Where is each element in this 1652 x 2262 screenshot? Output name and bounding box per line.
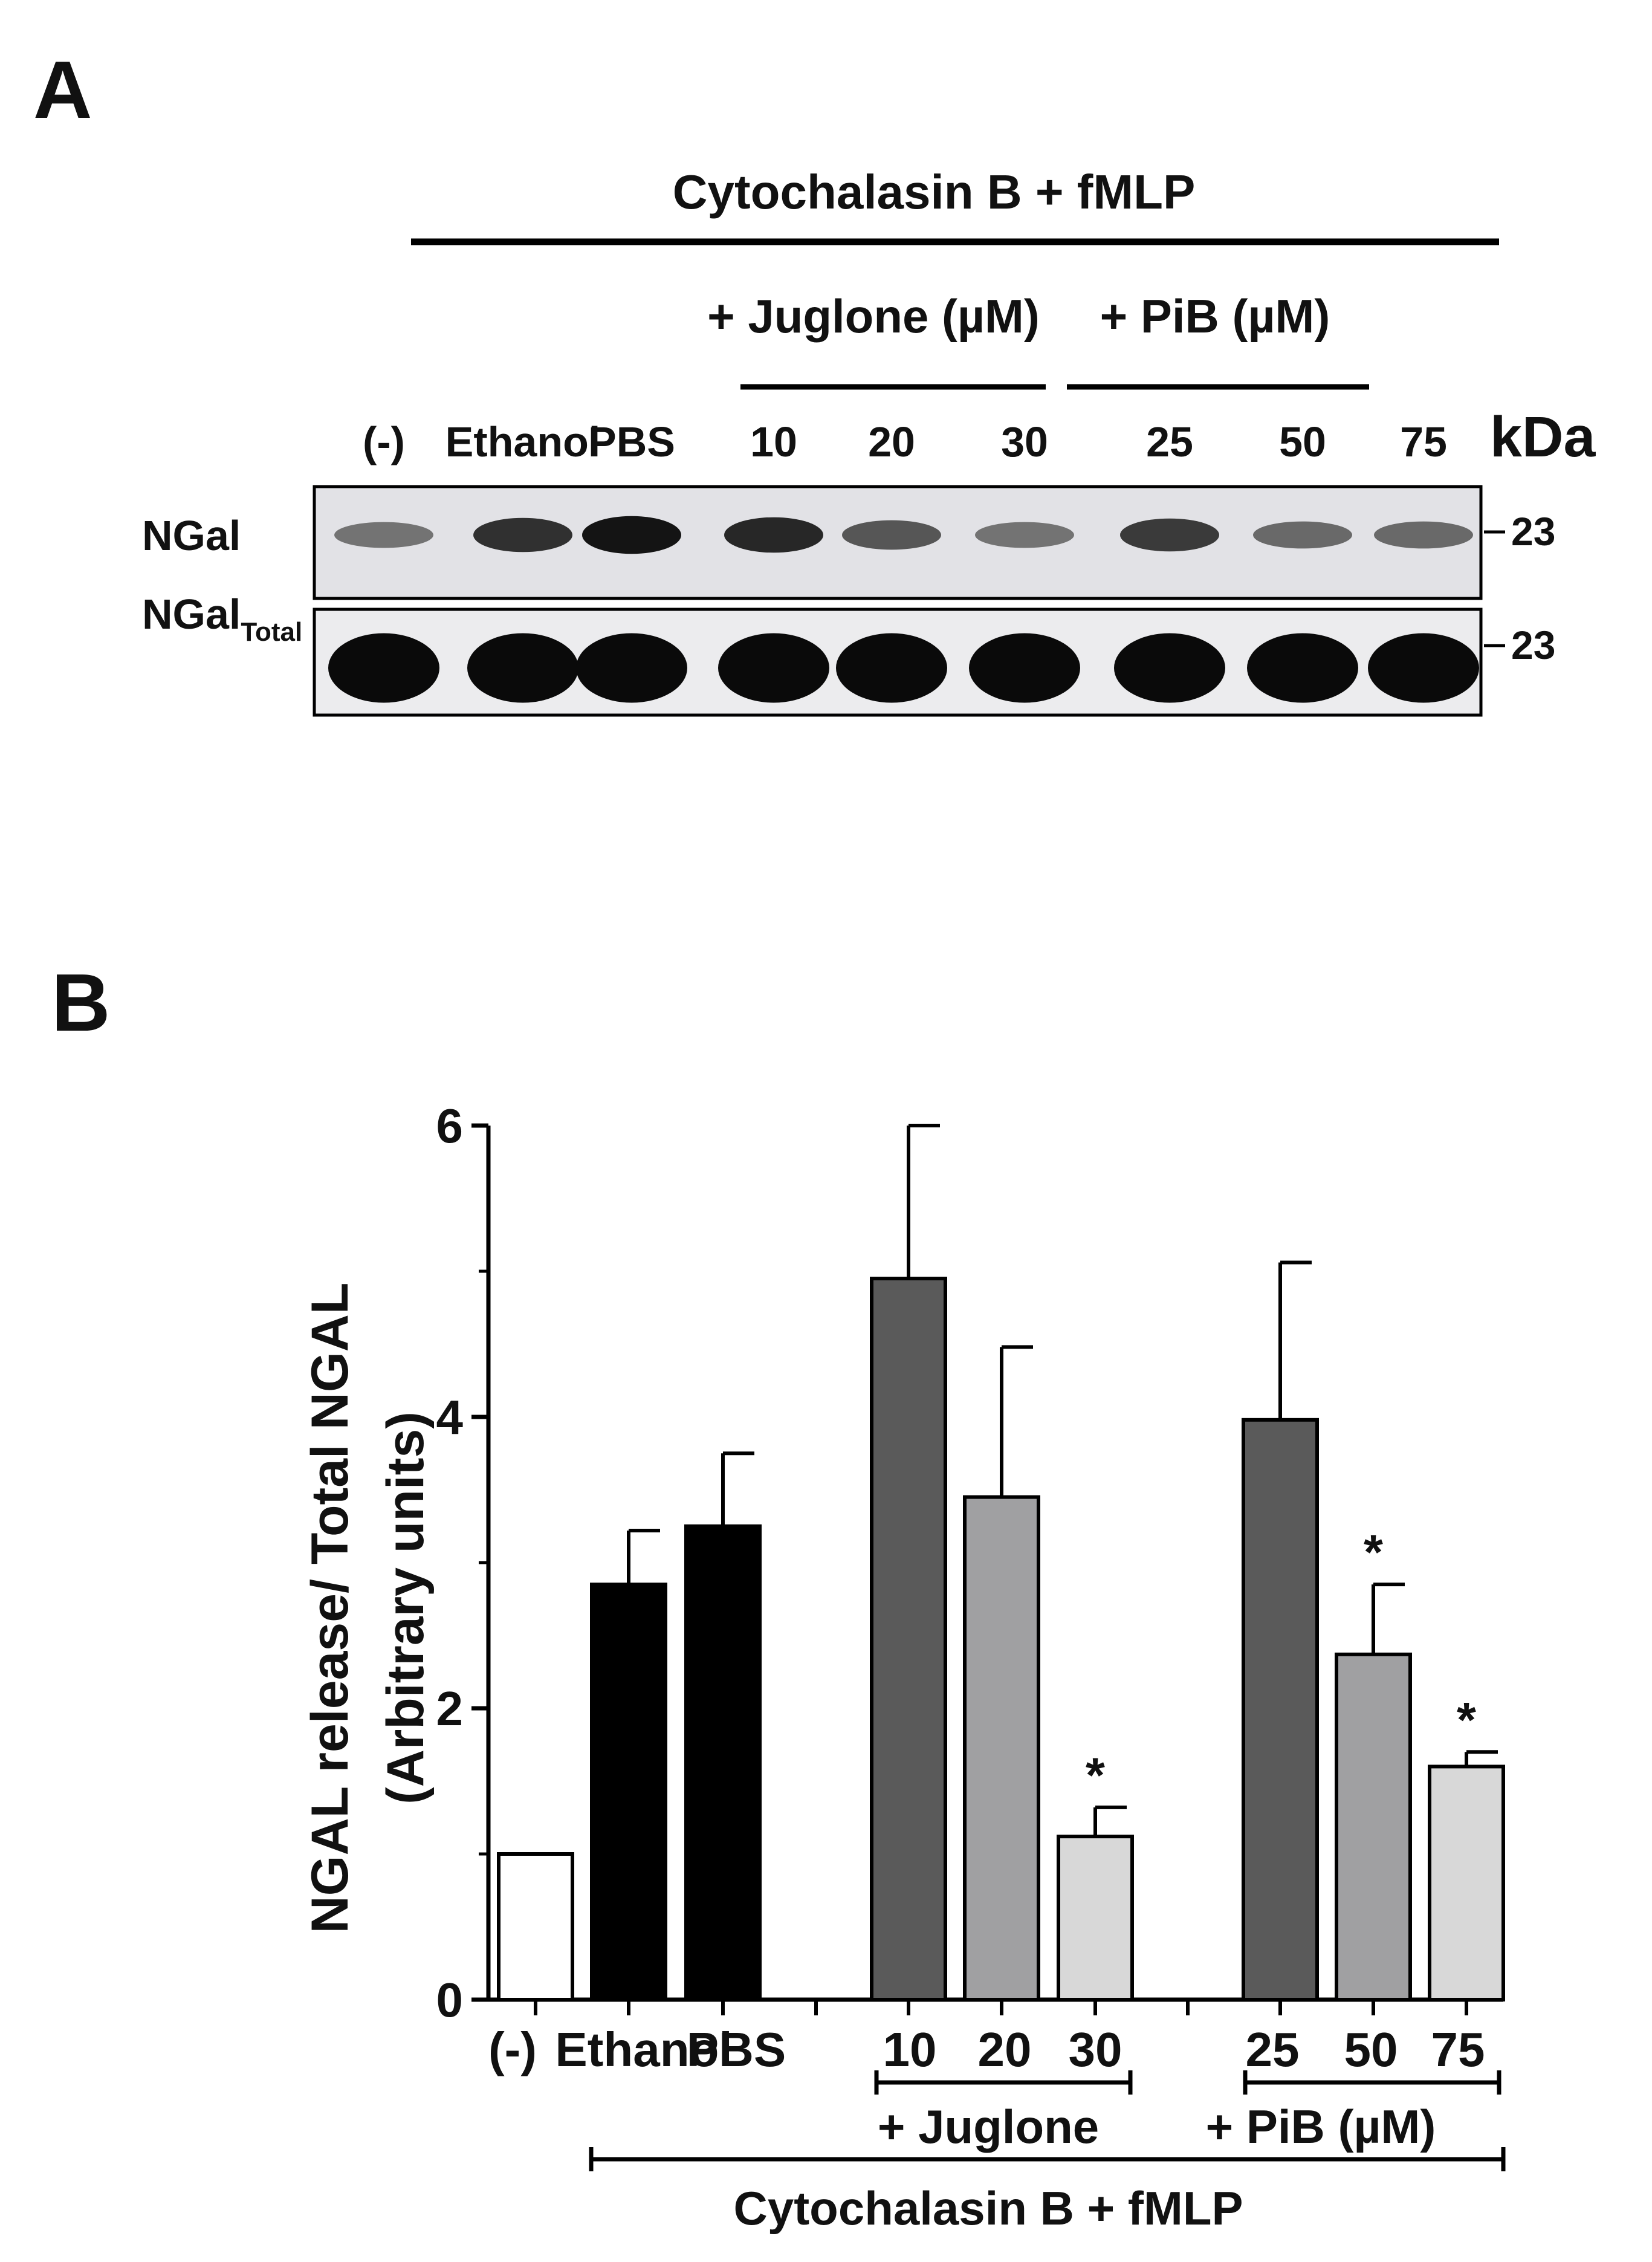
chart-group-juglone: + Juglone	[878, 2100, 1099, 2153]
x-tick-label-7: 50	[1344, 2023, 1398, 2076]
blot-band-bands-2-0	[328, 633, 439, 703]
bar-0	[497, 1852, 574, 2001]
blot-band-bands-2-3	[718, 633, 829, 703]
x-tick-label-2: PBS	[687, 2023, 786, 2076]
chart-group-pib: + PiB (µM)	[1206, 2100, 1436, 2153]
significance-5: *	[1086, 1748, 1105, 1803]
blot-band-bands-1-0	[334, 522, 433, 548]
x-tick-label-4: 20	[978, 2023, 1032, 2076]
blot-band-bands-1-6	[1120, 518, 1219, 552]
blot-band-bands-1-1	[473, 517, 572, 553]
bar-2	[684, 1524, 762, 2001]
blot-bands-1	[334, 516, 1473, 554]
blot-band-bands-2-8	[1368, 633, 1479, 703]
blot-lane-label-0: (-)	[363, 418, 405, 465]
bar-4	[963, 1495, 1040, 2002]
blot-row-1-label: NGal	[142, 512, 241, 559]
blot-lane-label-3: 10	[750, 418, 797, 465]
y-tick-label-2: 4	[436, 1390, 464, 1444]
blot-lane-label-2: PBS	[588, 418, 675, 465]
significance-7: *	[1364, 1525, 1383, 1580]
marker-1: 23	[1511, 509, 1555, 554]
blot-band-bands-1-8	[1374, 521, 1473, 549]
bar-1	[590, 1583, 667, 2001]
blot-band-bands-2-6	[1114, 633, 1225, 703]
blot-band-bands-2-1	[467, 633, 578, 703]
blot-band-bands-2-4	[836, 633, 947, 703]
bar-6	[1242, 1418, 1319, 2002]
blot-group-pib: + PiB (µM)	[1100, 290, 1330, 343]
blot-row-2-name: NGal	[142, 591, 241, 638]
y-tick-label-0: 0	[436, 1973, 464, 2027]
blot-group-juglone: + Juglone (µM)	[707, 290, 1040, 343]
blot-band-bands-1-2	[582, 516, 681, 554]
blot-lane-label-4: 20	[868, 418, 915, 465]
blot-lane-label-5: 30	[1001, 418, 1048, 465]
x-axis	[488, 1997, 1503, 2015]
blot-band-bands-2-7	[1247, 633, 1358, 703]
blot-row-2-label: NGalTotal	[142, 591, 302, 647]
marker-2: 23	[1511, 623, 1555, 667]
y-axis-label: NGAL release/ Total NGAL	[301, 1283, 359, 1934]
y-axis-label-2: (Arbitrary units)	[377, 1411, 435, 1804]
y-tick-label-1: 2	[436, 1682, 464, 1735]
blot-lane-label-8: 75	[1400, 418, 1447, 465]
panel-b-letter: B	[51, 957, 111, 1048]
panel-a-letter: A	[33, 44, 92, 135]
blot-band-bands-2-5	[969, 633, 1080, 703]
y-tick-label-3: 6	[436, 1099, 464, 1153]
bar-5	[1057, 1835, 1134, 2002]
blot-band-bands-1-3	[724, 517, 823, 553]
kda-label: kDa	[1490, 405, 1596, 469]
x-tick-label-5: 30	[1069, 2023, 1122, 2076]
x-tick-label-1: Ethanol	[555, 2023, 732, 2076]
blot-bands-2	[328, 633, 1479, 703]
blot-lane-label-1: Ethanol	[445, 418, 601, 465]
blot-band-bands-2-2	[576, 633, 687, 703]
blot-row-1-name: NGal	[142, 512, 241, 559]
significance-8: *	[1457, 1693, 1476, 1748]
blot-row-2-sub: Total	[241, 617, 302, 647]
blot-lane-label-7: 50	[1279, 418, 1326, 465]
blot-header: Cytochalasin B + fMLP	[673, 165, 1196, 219]
blot-lane-label-6: 25	[1146, 418, 1193, 465]
blot-band-bands-1-5	[975, 522, 1074, 548]
bar-7	[1335, 1652, 1412, 2002]
x-tick-label-6: 25	[1246, 2023, 1300, 2076]
bars: * * *	[497, 1124, 1505, 2002]
x-tick-label-8: 75	[1431, 2023, 1485, 2076]
x-tick-label-0: (-)	[488, 2023, 537, 2076]
blot-band-bands-1-7	[1253, 521, 1352, 549]
y-axis: 0 2 4 6	[436, 1099, 491, 2027]
x-tick-label-3: 10	[883, 2023, 937, 2076]
blot-band-bands-1-4	[842, 520, 941, 550]
chart-footer: Cytochalasin B + fMLP	[734, 2182, 1243, 2235]
bar-3	[870, 1277, 947, 2001]
bar-8	[1428, 1765, 1505, 2001]
